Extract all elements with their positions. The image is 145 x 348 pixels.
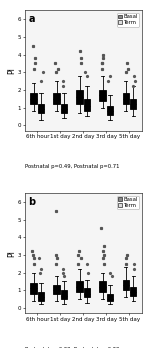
Y-axis label: PI: PI bbox=[7, 250, 16, 256]
PathPatch shape bbox=[99, 282, 106, 292]
PathPatch shape bbox=[107, 294, 113, 301]
PathPatch shape bbox=[61, 104, 67, 113]
PathPatch shape bbox=[30, 94, 37, 104]
PathPatch shape bbox=[61, 290, 67, 299]
Legend: Basal, Term: Basal, Term bbox=[117, 13, 139, 26]
Text: Postnatal p=0.49, Postnatal p=0.71: Postnatal p=0.49, Postnatal p=0.71 bbox=[25, 164, 119, 169]
Y-axis label: PI: PI bbox=[7, 67, 16, 74]
PathPatch shape bbox=[38, 104, 44, 113]
Text: Postnatal p=0.22, Postnatal p=0.22: Postnatal p=0.22, Postnatal p=0.22 bbox=[25, 347, 119, 348]
PathPatch shape bbox=[130, 99, 136, 109]
PathPatch shape bbox=[84, 99, 90, 111]
PathPatch shape bbox=[76, 282, 83, 292]
PathPatch shape bbox=[123, 94, 129, 104]
Text: a: a bbox=[28, 14, 35, 24]
PathPatch shape bbox=[54, 285, 60, 294]
PathPatch shape bbox=[38, 292, 44, 301]
Legend: Basal, Term: Basal, Term bbox=[117, 196, 139, 209]
PathPatch shape bbox=[99, 90, 106, 101]
PathPatch shape bbox=[54, 94, 60, 104]
PathPatch shape bbox=[76, 90, 83, 104]
PathPatch shape bbox=[84, 288, 90, 297]
PathPatch shape bbox=[30, 283, 37, 294]
PathPatch shape bbox=[107, 106, 113, 115]
PathPatch shape bbox=[123, 280, 129, 290]
Text: b: b bbox=[28, 197, 35, 207]
PathPatch shape bbox=[130, 287, 136, 295]
